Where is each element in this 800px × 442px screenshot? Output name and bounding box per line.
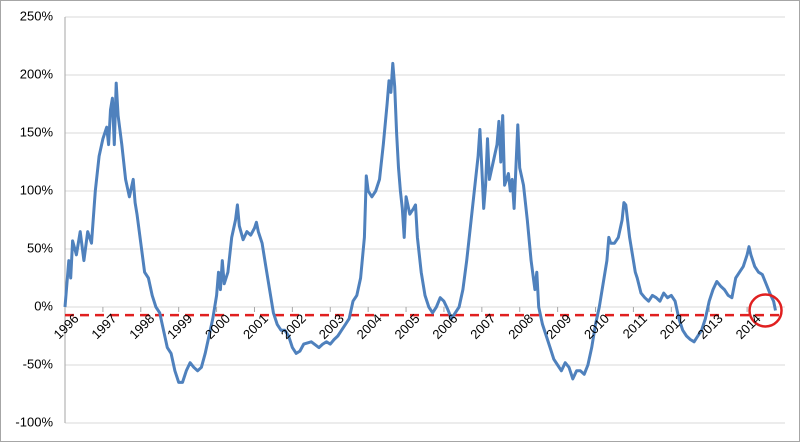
- highlight-circle: [748, 293, 783, 328]
- y-tick-label: 100%: [20, 182, 54, 197]
- y-tick-label: -50%: [23, 356, 54, 371]
- y-tick-label: 150%: [20, 124, 54, 139]
- plot: [63, 61, 785, 384]
- y-tick-label: 0%: [34, 298, 53, 313]
- y-tick-label: 250%: [20, 8, 54, 23]
- y-tick-label: 200%: [20, 66, 54, 81]
- y-tick-label: 50%: [27, 240, 53, 255]
- grid: [64, 16, 785, 424]
- data-line: [63, 61, 777, 384]
- y-tick-label: -100%: [15, 414, 53, 429]
